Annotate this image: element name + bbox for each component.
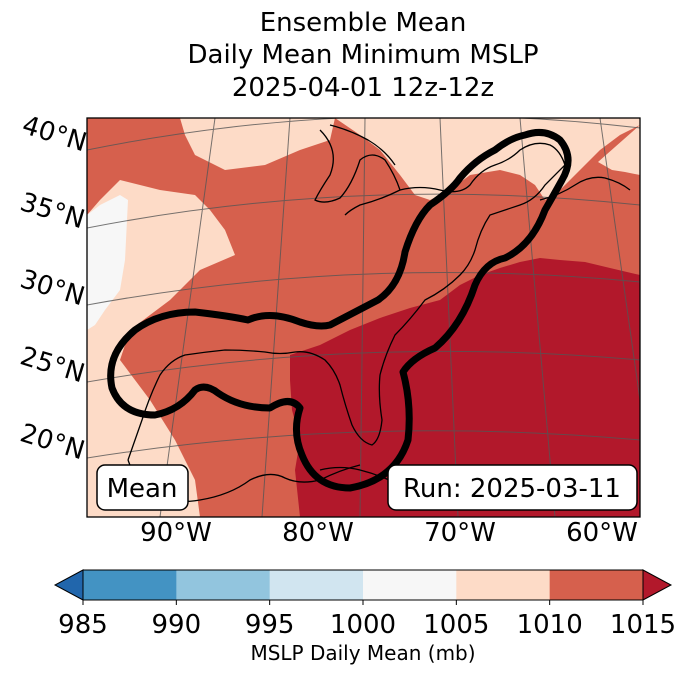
lon-label: 90°W — [140, 518, 212, 548]
colorbar-tick-label: 1010 — [517, 610, 583, 640]
colorbar-tick-label: 1015 — [610, 610, 676, 640]
colorbar-segment — [549, 570, 644, 600]
lon-label: 60°W — [566, 518, 638, 548]
colorbar-tick-label: 1000 — [330, 610, 396, 640]
lon-label: 80°W — [282, 518, 354, 548]
title-line-1: Ensemble Mean — [260, 8, 467, 38]
colorbar-extend-high — [642, 569, 673, 601]
map-panel — [87, 118, 640, 517]
run-label: Run: 2025-03-11 — [403, 474, 621, 504]
colorbar-extend-low — [53, 569, 84, 601]
colorbar-tick-label: 1005 — [423, 610, 489, 640]
field-1000-1005 — [87, 195, 128, 330]
title-line-3: 2025-04-01 12z-12z — [232, 73, 494, 103]
lat-label: 35°N — [17, 187, 88, 235]
mean-box — [96, 464, 189, 511]
colorbar-segment — [363, 570, 457, 600]
lon-label: 70°W — [424, 518, 496, 548]
colorbar-segment — [456, 570, 551, 600]
mean-label: Mean — [107, 474, 178, 504]
colorbar-segment — [269, 570, 364, 600]
colorbar-tick-label: 990 — [152, 610, 202, 640]
map-frame — [86, 117, 641, 518]
lat-label: 20°N — [17, 418, 88, 466]
colorbar-segment — [83, 570, 177, 600]
run-box — [387, 464, 638, 511]
field-1005-1010-east — [598, 125, 640, 175]
lat-label: 30°N — [17, 264, 88, 312]
colorbar-tick-label: 985 — [58, 610, 108, 640]
title-line-2: Daily Mean Minimum MSLP — [187, 40, 538, 70]
colorbar-segment — [176, 570, 271, 600]
lat-label: 40°N — [19, 110, 90, 158]
contour-line — [107, 128, 572, 492]
colorbar-tick-label: 995 — [245, 610, 295, 640]
colorbar-label: MSLP Daily Mean (mb) — [250, 641, 475, 665]
lat-label: 25°N — [17, 341, 88, 389]
colorbar: 985 990 995 1000 1005 1010 1015 — [53, 569, 676, 640]
field-above-1015 — [290, 258, 640, 517]
